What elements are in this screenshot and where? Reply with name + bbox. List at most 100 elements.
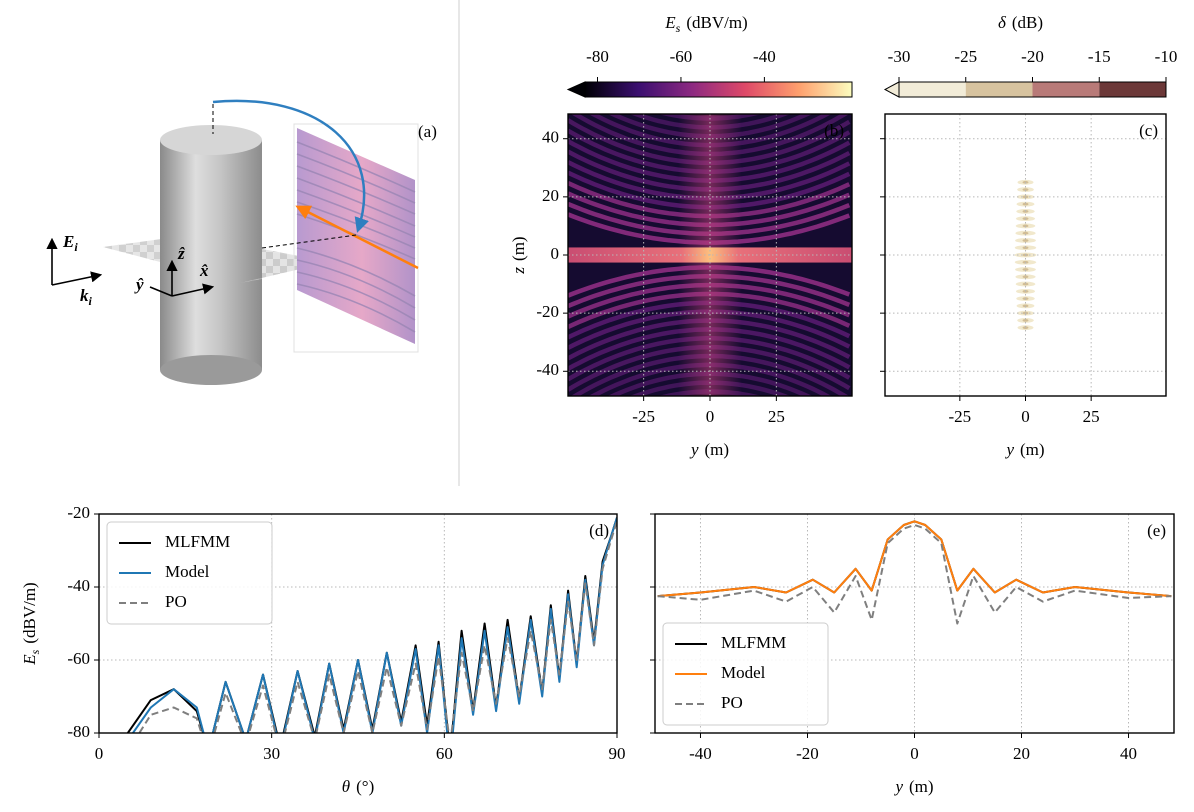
colorbar-tick-label: -40 xyxy=(753,47,776,66)
axis-label: y (m) xyxy=(1004,440,1044,459)
label-unit: (dB) xyxy=(1012,13,1043,32)
x-tick-label: 25 xyxy=(1083,407,1100,426)
x-tick-label: 0 xyxy=(1021,407,1030,426)
x-tick-label: 60 xyxy=(436,744,453,763)
symbol: E xyxy=(62,232,74,251)
legend-label: Model xyxy=(165,562,210,581)
legend-box xyxy=(106,521,273,625)
observation-dash xyxy=(261,234,357,249)
y-axis xyxy=(149,286,173,297)
colorbar-tick-label: -15 xyxy=(1088,47,1111,66)
x-tick-label: -40 xyxy=(689,744,712,763)
label-symbol: y xyxy=(689,440,699,459)
y-tick-label: -60 xyxy=(67,649,90,668)
panel-label: (c) xyxy=(1139,121,1158,140)
colorbar-tick-label: -80 xyxy=(586,47,609,66)
x-tick-label: -20 xyxy=(796,744,819,763)
colorbar-segment xyxy=(965,82,1033,97)
colorbar-segment xyxy=(1032,82,1100,97)
y-tick-label: 0 xyxy=(551,244,560,263)
axis-symbol: x̂ xyxy=(199,261,209,280)
difference-core xyxy=(1022,326,1029,330)
y-tick-label: 20 xyxy=(542,186,559,205)
difference-core xyxy=(1022,319,1029,322)
difference-core xyxy=(1022,268,1029,271)
difference-core xyxy=(1022,224,1029,228)
cylinder xyxy=(160,140,262,370)
legend-box xyxy=(662,622,829,726)
panel-label: (a) xyxy=(418,122,437,141)
series-line xyxy=(138,520,617,733)
series-line xyxy=(657,520,1172,598)
difference-core xyxy=(1022,231,1029,235)
colorbar-segment xyxy=(899,82,966,97)
colorbar-tick-label: -30 xyxy=(888,47,911,66)
colorbar-tick-label: -10 xyxy=(1155,47,1178,66)
label-subscript: s xyxy=(676,21,681,35)
label-symbol: θ xyxy=(342,777,350,796)
colorbar-segment xyxy=(1099,82,1166,97)
colorbar-tick-label: -60 xyxy=(670,47,693,66)
legend-label: MLFMM xyxy=(165,532,230,551)
legend-label: Model xyxy=(721,663,766,682)
axis-symbol: ŷ xyxy=(134,275,144,294)
legend-label: PO xyxy=(165,592,187,611)
plot-area xyxy=(568,114,852,396)
difference-core xyxy=(1022,239,1029,242)
label-symbol: E xyxy=(664,13,676,32)
axis-label: y (m) xyxy=(689,440,729,459)
subscript: i xyxy=(89,294,93,308)
label-unit: (dBV/m) xyxy=(20,582,39,643)
axis-label: Es (dBV/m) xyxy=(664,13,747,35)
plot-area xyxy=(885,114,1166,396)
difference-core xyxy=(1022,282,1029,286)
difference-core xyxy=(1022,188,1029,191)
label-unit: (°) xyxy=(356,777,374,796)
x-tick-label: -25 xyxy=(949,407,972,426)
wave-arrow xyxy=(51,271,103,286)
colorbar-tick-label: -25 xyxy=(954,47,977,66)
colorbar-body xyxy=(585,82,852,97)
label-symbol: y xyxy=(1004,440,1014,459)
axis-label: Es (dBV/m) xyxy=(20,582,42,665)
x-tick-label: 90 xyxy=(609,744,626,763)
legend-label: PO xyxy=(721,693,743,712)
label-unit: (m) xyxy=(909,777,934,796)
label-symbol: z xyxy=(509,267,528,275)
panel-label: (b) xyxy=(824,121,844,140)
difference-core xyxy=(1022,202,1029,206)
y-tick-label: -20 xyxy=(536,302,559,321)
label-unit: (m) xyxy=(705,440,730,459)
y-tick-label: -40 xyxy=(536,360,559,379)
cut-line xyxy=(295,205,419,270)
x-tick-label: 20 xyxy=(1013,744,1030,763)
plot-area xyxy=(99,514,617,733)
illustration: (a) ẑ ŷ x̂ Ei ki xyxy=(46,99,437,385)
label-symbol: δ xyxy=(998,13,1007,32)
cylinder-base xyxy=(160,355,262,385)
subscript: i xyxy=(74,240,78,254)
panel-label: (d) xyxy=(589,521,609,540)
field-symbol: Ei xyxy=(62,232,78,254)
difference-core xyxy=(1022,275,1029,279)
axis-symbol: ẑ xyxy=(177,244,185,263)
y-tick-label: 40 xyxy=(542,128,559,147)
x-tick-label: -25 xyxy=(632,407,655,426)
axis-label: y (m) xyxy=(893,777,933,796)
cylinder-top xyxy=(160,125,262,155)
symbol: k xyxy=(80,286,89,305)
label-symbol: E xyxy=(20,654,39,666)
x-tick-label: 25 xyxy=(768,407,785,426)
axis-label: z (m) xyxy=(509,236,528,274)
difference-core xyxy=(1022,304,1029,308)
x-axis xyxy=(171,283,215,297)
colorbar-tick-label: -20 xyxy=(1021,47,1044,66)
label-unit: (dBV/m) xyxy=(686,13,747,32)
label-unit: (m) xyxy=(1020,440,1045,459)
colorbar-frame xyxy=(584,81,853,98)
x-tick-label: 30 xyxy=(263,744,280,763)
x-tick-label: 40 xyxy=(1120,744,1137,763)
legend-label: MLFMM xyxy=(721,633,786,652)
colorbar-extension xyxy=(883,81,900,98)
label-subscript: s xyxy=(28,649,42,654)
